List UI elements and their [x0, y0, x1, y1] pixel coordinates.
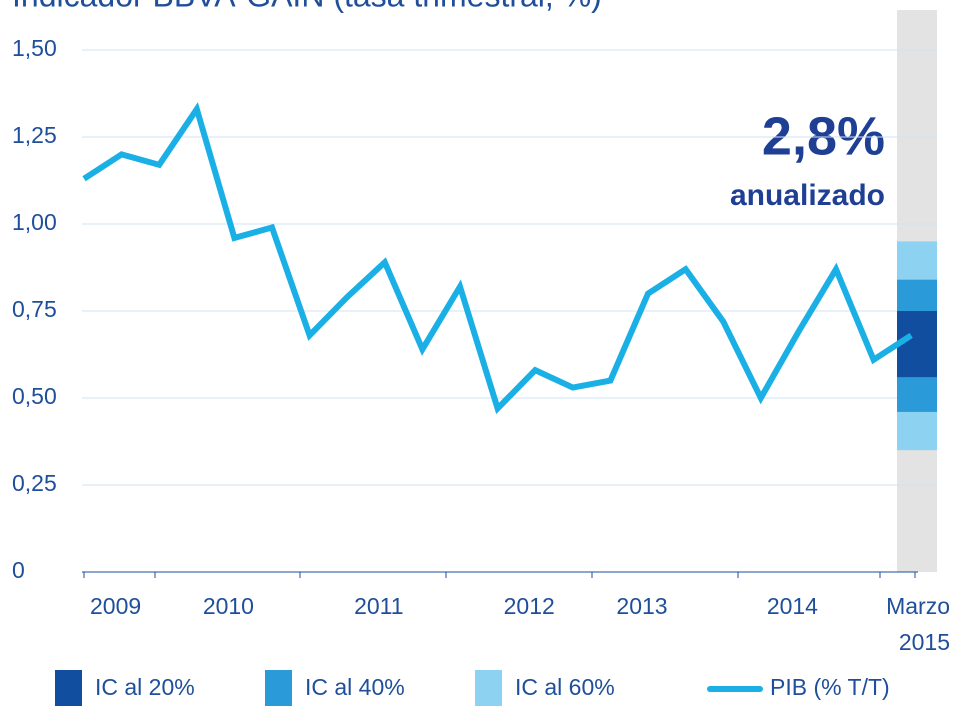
legend-label: IC al 60%	[515, 674, 615, 700]
y-tick-label: 0	[12, 557, 25, 583]
legend-swatch	[265, 670, 292, 706]
x-tick-label: 2013	[616, 593, 667, 619]
confidence-band	[897, 311, 937, 378]
legend-swatch	[475, 670, 502, 706]
legend-label: PIB (% T/T)	[770, 674, 890, 700]
y-tick-label: 1,00	[12, 209, 57, 235]
chart-title: Indicador BBVA-GAIN (tasa trimestral, %)	[12, 0, 602, 13]
y-tick-label: 0,75	[12, 296, 57, 322]
x-tick-label: 2011	[354, 593, 403, 619]
line-series	[82, 102, 913, 415]
x-tick-label: 2009	[90, 593, 141, 619]
x-tick-label: Marzo 2015	[886, 593, 950, 655]
annotation-text: anualizado	[730, 179, 885, 212]
y-tick-label: 1,50	[12, 35, 57, 61]
x-tick-label: 2012	[504, 593, 555, 619]
y-tick-label: 0,25	[12, 470, 57, 496]
x-tick-label: 2014	[767, 593, 818, 619]
x-tick-label: 2010	[203, 593, 254, 619]
annotation-value: 2,8%	[762, 106, 885, 166]
y-tick-label: 1,25	[12, 122, 57, 148]
legend-swatch	[55, 670, 82, 706]
legend-label: IC al 40%	[305, 674, 405, 700]
legend-label: IC al 20%	[95, 674, 195, 700]
y-tick-label: 0,50	[12, 383, 57, 409]
